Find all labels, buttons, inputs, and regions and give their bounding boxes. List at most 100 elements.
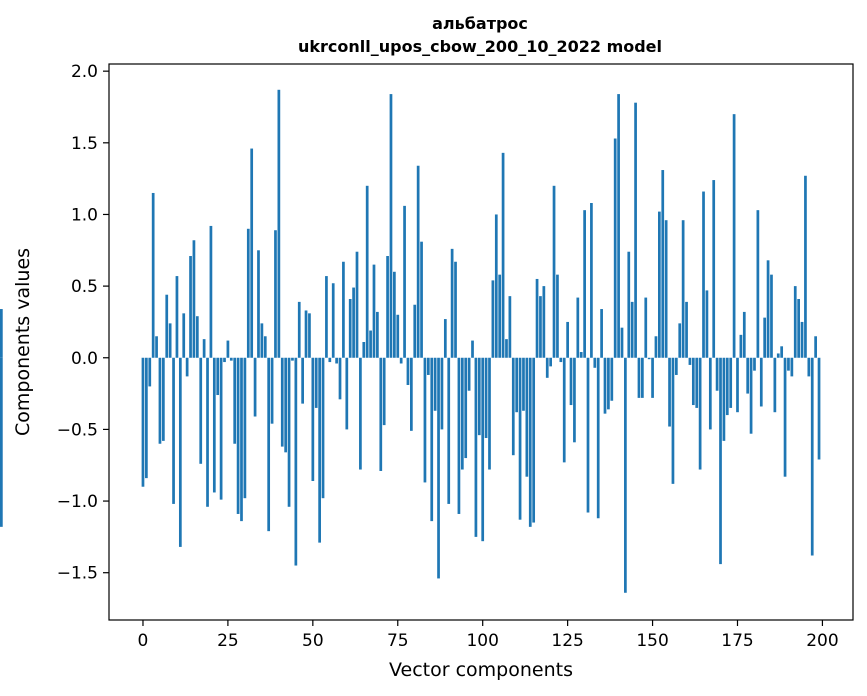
bar-142 <box>624 357 627 593</box>
bar-110 <box>515 357 519 413</box>
bar-9 <box>172 357 175 504</box>
bar-128 <box>576 297 580 358</box>
bar-13 <box>185 357 189 377</box>
bar-89 <box>443 319 447 358</box>
x-axis-ticks: 0 25 50 75 100 125 150 175 200 <box>138 620 839 651</box>
bar-124 <box>562 357 566 463</box>
bar-46 <box>297 301 301 358</box>
bar-143 <box>627 251 631 358</box>
bar-16 <box>195 316 199 358</box>
bar-94 <box>460 357 464 470</box>
bar-156 <box>671 357 675 484</box>
bar-185 <box>770 274 773 358</box>
bar-97 <box>471 340 474 358</box>
bar-189 <box>783 357 787 477</box>
bar-174 <box>732 114 736 358</box>
bar-44 <box>291 357 294 361</box>
bar-74 <box>393 271 396 358</box>
bar-119 <box>545 357 549 378</box>
bar-108 <box>508 296 512 358</box>
bar-132 <box>590 203 593 358</box>
bar-126 <box>569 357 573 406</box>
bar-173 <box>729 357 733 408</box>
bar-41 <box>280 357 284 447</box>
bar-195 <box>804 175 807 358</box>
x-tick-label: 175 <box>721 631 753 651</box>
bar-36 <box>263 336 267 358</box>
bar-67 <box>369 330 372 358</box>
bar-87 <box>437 357 440 579</box>
bar-105 <box>498 274 502 358</box>
bar-undefined <box>0 357 3 527</box>
bar-2 <box>148 357 152 387</box>
bar-181 <box>756 210 760 358</box>
bar-141 <box>620 327 624 358</box>
bar-133 <box>593 357 597 368</box>
bar-14 <box>189 256 192 358</box>
bar-188 <box>780 346 784 358</box>
x-tick-label: 50 <box>302 631 324 651</box>
bar-50 <box>311 357 315 481</box>
bar-47 <box>301 357 304 404</box>
bar-100 <box>481 357 485 542</box>
bar-86 <box>433 357 437 411</box>
bar-196 <box>807 357 811 377</box>
y-tick-label: −1.0 <box>57 492 98 512</box>
bar-6 <box>162 357 165 441</box>
bar-112 <box>522 357 525 411</box>
bar-166 <box>705 290 709 358</box>
bar-191 <box>790 357 794 377</box>
bar-117 <box>539 296 542 358</box>
bar-102 <box>488 357 491 470</box>
bar-25 <box>226 340 230 358</box>
bar-7 <box>165 294 169 358</box>
bar-60 <box>345 357 349 430</box>
bar-180 <box>753 357 756 371</box>
bar-111 <box>518 357 522 520</box>
bar-177 <box>742 311 746 358</box>
bar-85 <box>430 357 434 522</box>
bar-165 <box>702 191 705 358</box>
bar-193 <box>797 299 800 358</box>
bar-144 <box>630 301 634 358</box>
bar-54 <box>325 276 328 358</box>
bar-146 <box>637 357 641 398</box>
bar-125 <box>566 321 569 358</box>
x-tick-label: 125 <box>551 631 583 651</box>
bar-157 <box>674 357 678 375</box>
bar-137 <box>607 357 610 410</box>
bar-168 <box>712 180 716 358</box>
x-axis-label: Vector components <box>389 659 573 681</box>
bar-176 <box>739 334 743 358</box>
y-tick-label: 0.5 <box>71 277 98 297</box>
bar-52 <box>318 357 321 543</box>
bar-135 <box>600 309 603 358</box>
bar-154 <box>664 220 668 358</box>
bar-40 <box>277 89 281 358</box>
bar-178 <box>746 357 750 394</box>
bar-152 <box>658 211 661 358</box>
bar-45 <box>294 357 298 566</box>
bar-64 <box>359 357 362 470</box>
bar-98 <box>474 357 478 537</box>
bar-121 <box>552 185 556 358</box>
bar-68 <box>372 264 376 358</box>
bar-149 <box>647 357 651 360</box>
bar-22 <box>216 357 220 396</box>
bar-90 <box>447 357 451 504</box>
bar-184 <box>766 260 770 358</box>
bar-151 <box>654 336 658 358</box>
bar-96 <box>467 357 471 391</box>
bar-95 <box>464 357 468 459</box>
bar-28 <box>236 357 240 514</box>
bar-5 <box>158 357 162 444</box>
bar-76 <box>399 357 403 364</box>
bar-82 <box>420 241 423 358</box>
bar-15 <box>192 240 196 358</box>
bar-101 <box>484 357 488 439</box>
bar-12 <box>182 313 186 358</box>
bar-30 <box>243 357 247 499</box>
x-tick-label: 75 <box>387 631 409 651</box>
bar-69 <box>376 311 379 358</box>
bar-38 <box>270 357 274 424</box>
